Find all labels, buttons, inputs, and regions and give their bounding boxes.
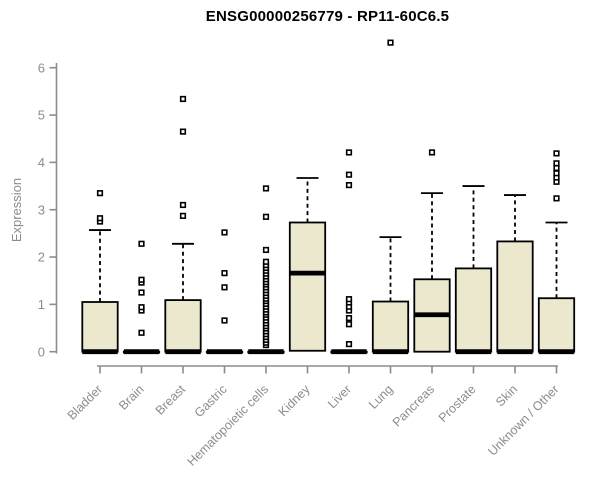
box-breast	[164, 95, 202, 355]
box-unknown-other	[537, 150, 576, 355]
y-tick-label: 3	[38, 202, 45, 217]
outlier-point	[553, 150, 560, 157]
outlier-point	[262, 246, 270, 254]
box-lung	[371, 39, 410, 355]
outlier-point	[96, 215, 104, 222]
x-tick-label: Pancreas	[390, 382, 437, 429]
outlier-point	[262, 185, 270, 192]
outlier-point	[553, 195, 560, 202]
outlier-point	[345, 171, 353, 178]
box-skin	[496, 194, 534, 355]
x-tick-label: Kidney	[276, 382, 313, 419]
y-tick-label: 2	[38, 250, 45, 265]
outlier-point	[138, 329, 145, 336]
box-kidney	[288, 177, 327, 352]
outlier-point	[387, 39, 394, 46]
x-tick-label: Breast	[153, 382, 189, 418]
outlier-point	[553, 160, 560, 167]
y-tick-label: 5	[38, 108, 45, 123]
x-tick-label: Prostate	[436, 382, 479, 425]
outlier-point	[179, 128, 187, 135]
outlier-point	[345, 314, 353, 322]
outlier-point	[345, 321, 353, 328]
y-tick-label: 1	[38, 297, 45, 312]
box-hematopoietic-cells	[247, 185, 285, 355]
x-tick-label: Lung	[366, 382, 396, 412]
outlier-point	[345, 149, 353, 156]
x-tick-label: Unknown / Other	[485, 382, 561, 458]
outlier-point	[345, 181, 353, 189]
outlier-point	[262, 213, 270, 220]
y-tick-label: 0	[38, 344, 45, 359]
outlier-point	[221, 270, 228, 277]
x-tick-label: Gastric	[192, 382, 230, 420]
y-tick-label: 6	[38, 60, 45, 75]
y-tick-label: 4	[38, 155, 45, 170]
x-tick-label: Liver	[325, 382, 354, 411]
outlier-point	[553, 164, 560, 172]
y-axis-label: Expression	[9, 177, 24, 243]
outlier-point	[428, 149, 436, 156]
outlier-point	[138, 304, 145, 311]
box-pancreas	[413, 149, 451, 353]
chart-title: ENSG00000256779 - RP11-60C6.5	[205, 8, 450, 25]
x-tick-label: Brain	[116, 382, 147, 413]
box-prostate	[454, 185, 493, 355]
x-tick-label: Skin	[493, 382, 520, 409]
box-brain	[122, 240, 161, 355]
outlier-point	[345, 341, 353, 348]
x-tick-label: Hematopoietic cells	[185, 382, 272, 469]
outlier-point	[179, 201, 187, 209]
outlier-point	[221, 229, 228, 236]
outlier-point	[138, 240, 145, 247]
x-tick-label: Bladder	[65, 382, 105, 422]
box-liver	[330, 149, 368, 355]
outlier-point	[96, 190, 104, 197]
y-axis: 0 1 2 3 4 5 6	[38, 60, 58, 359]
outlier-point	[262, 258, 270, 265]
outlier-point	[221, 284, 228, 291]
outlier-point	[138, 289, 145, 296]
outlier-point	[221, 317, 228, 324]
box-bladder	[81, 190, 119, 355]
outlier-point	[138, 276, 145, 283]
outlier-point	[179, 212, 187, 219]
outlier-point	[553, 170, 560, 177]
box-gastric	[205, 229, 244, 355]
outlier-point	[345, 296, 353, 303]
outlier-point	[179, 95, 187, 103]
